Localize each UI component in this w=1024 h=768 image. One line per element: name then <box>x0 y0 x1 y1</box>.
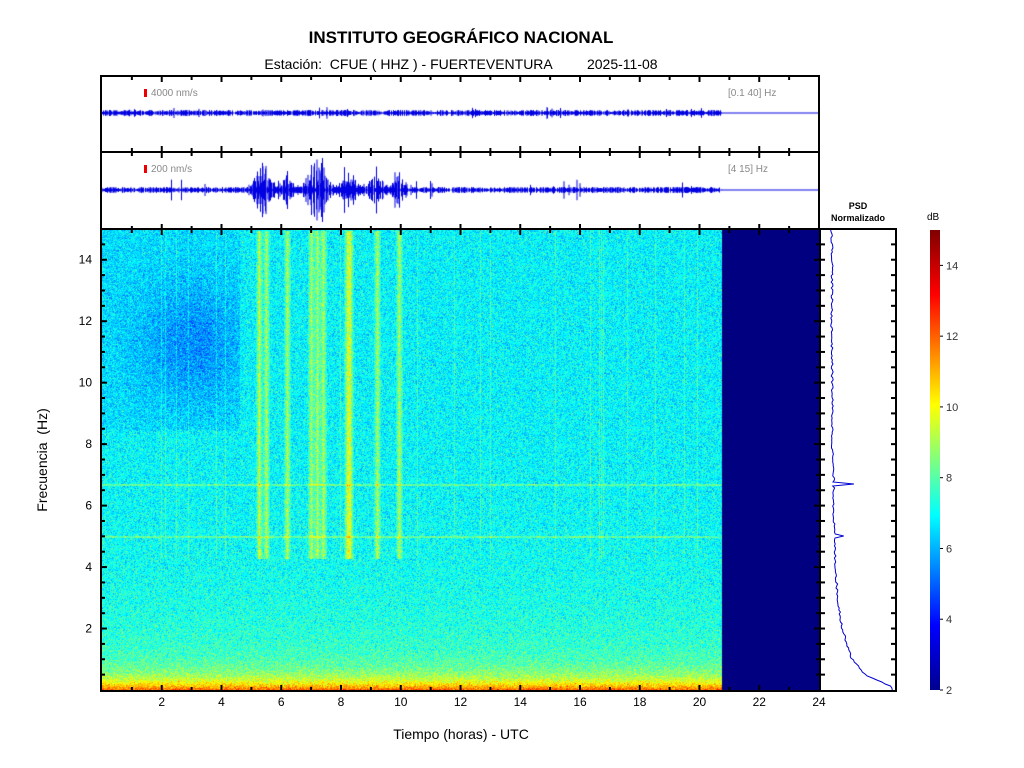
y-tick-label: 14 <box>79 253 93 267</box>
amplitude-scale: 4000 nm/s <box>144 88 198 99</box>
amplitude-scale: 200 nm/s <box>144 164 192 175</box>
waveform-trace <box>102 153 818 229</box>
y-tick-label: 6 <box>85 499 92 513</box>
colorbar-label: dB <box>927 212 940 223</box>
y-tick-label: 12 <box>79 314 93 328</box>
spectrogram-panel <box>100 228 821 692</box>
chart-title: INSTITUTO GEOGRÁFICO NACIONAL <box>308 28 614 47</box>
colorbar-tick-label: 2 <box>946 685 952 697</box>
trace-panel-filtered: 200 nm/s [4 15] Hz <box>100 151 820 231</box>
x-tick-label: 16 <box>573 695 587 709</box>
x-tick-label: 6 <box>278 695 285 709</box>
scale-bar-icon <box>144 165 147 173</box>
x-tick-label: 24 <box>812 695 826 709</box>
psd-title: PSD Normalizado <box>800 200 916 224</box>
y-tick-label: 4 <box>85 560 92 574</box>
x-tick-label: 8 <box>338 695 345 709</box>
colorbar-tick-label: 8 <box>946 473 952 485</box>
x-tick-label: 2 <box>158 695 165 709</box>
psd-panel <box>819 228 897 692</box>
y-tick-label: 8 <box>85 437 92 451</box>
scale-bar-icon <box>144 89 147 97</box>
x-tick-label: 14 <box>514 695 528 709</box>
x-tick-label: 10 <box>394 695 408 709</box>
x-axis-label: Tiempo (horas) - UTC <box>393 726 529 742</box>
psd-title-line2: Normalizado <box>830 213 885 223</box>
y-tick-label: 2 <box>85 622 92 636</box>
x-tick-label: 18 <box>633 695 647 709</box>
x-tick-label: 22 <box>753 695 767 709</box>
colorbar-tick-label: 6 <box>946 543 952 555</box>
colorbar-tick-label: 12 <box>946 331 958 343</box>
trace-panel-broadband: 4000 nm/s [0.1 40] Hz <box>100 75 820 153</box>
scale-label: 4000 nm/s <box>151 88 198 99</box>
x-tick-label: 12 <box>454 695 468 709</box>
colorbar-tick-label: 14 <box>946 260 958 272</box>
filter-band-label: [0.1 40] Hz <box>728 88 777 99</box>
colorbar-tick-label: 4 <box>946 614 952 626</box>
psd-title-line1: PSD <box>848 201 868 211</box>
x-tick-label: 20 <box>693 695 707 709</box>
spectrogram-heatmap <box>102 230 819 690</box>
waveform-trace <box>102 77 818 151</box>
y-axis-label: Frecuencia (Hz) <box>34 408 50 512</box>
colorbar-tick-label: 10 <box>946 402 958 414</box>
colorbar <box>930 230 940 690</box>
psd-curve <box>830 230 893 690</box>
x-tick-label: 4 <box>218 695 225 709</box>
filter-band-label: [4 15] Hz <box>728 164 769 175</box>
y-tick-label: 10 <box>79 376 93 390</box>
station-subtitle: Estación: CFUE ( HHZ ) - FUERTEVENTURA 2… <box>264 56 658 72</box>
scale-label: 200 nm/s <box>151 164 193 175</box>
